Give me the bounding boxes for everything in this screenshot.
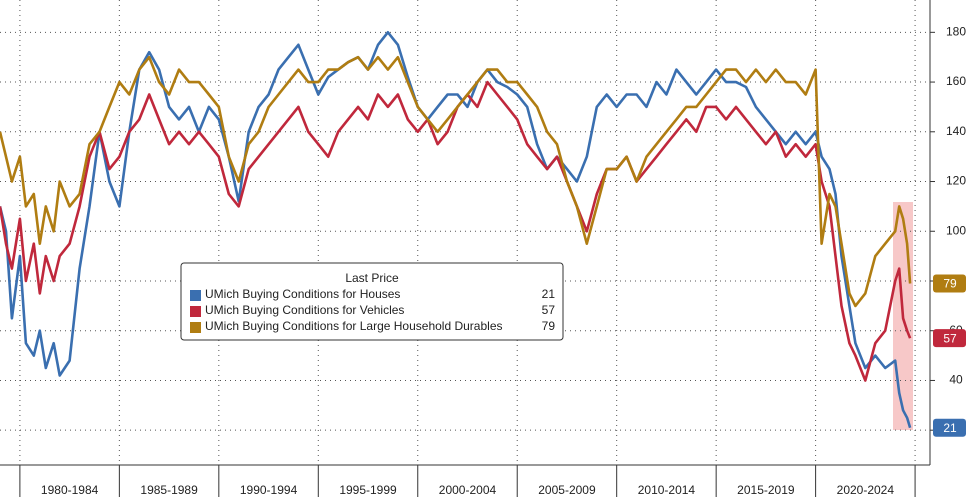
x-tick-label: 1995-1999 [339, 483, 397, 497]
last-value-label: 21 [943, 421, 957, 435]
series-line [0, 30, 912, 429]
y-tick-label: 180 [946, 24, 966, 38]
legend-title: Last Price [345, 271, 399, 285]
x-tick-label: 1980-1984 [41, 483, 99, 497]
legend-swatch [190, 322, 201, 333]
y-tick-label: 120 [946, 174, 966, 188]
last-value-label: 57 [943, 331, 957, 345]
legend-value: 21 [542, 287, 556, 301]
y-tick-label: 160 [946, 74, 966, 88]
last-value-tag [933, 329, 966, 348]
y-tick-label: 140 [946, 124, 966, 138]
y-tick-label: 100 [946, 223, 966, 237]
legend-box [180, 262, 564, 341]
x-tick-label: 2005-2009 [538, 483, 596, 497]
legend-value: 57 [542, 303, 556, 317]
legend: Last Price UMich Buying Conditions for Ho… [180, 262, 564, 341]
x-tick-label: 2010-2014 [638, 483, 696, 497]
last-value-tag [933, 418, 966, 437]
legend-value: 79 [542, 319, 556, 333]
x-tick-label: 1990-1994 [240, 483, 298, 497]
legend-label: UMich Buying Conditions for Vehicles [205, 303, 404, 317]
x-tick-label: 2020-2024 [837, 483, 895, 497]
y-tick-label: 40 [949, 373, 963, 387]
legend-swatch [190, 306, 201, 317]
series-line [0, 55, 912, 308]
x-tick-label: 2015-2019 [737, 483, 795, 497]
x-tick-label: 2000-2004 [439, 483, 497, 497]
legend-label: UMich Buying Conditions for Large Househ… [205, 319, 503, 333]
last-value-tag [933, 274, 966, 293]
legend-swatch [190, 290, 201, 301]
last-value-label: 79 [943, 277, 957, 291]
legend-label: UMich Buying Conditions for Houses [205, 287, 400, 301]
x-tick-label: 1985-1989 [140, 483, 198, 497]
